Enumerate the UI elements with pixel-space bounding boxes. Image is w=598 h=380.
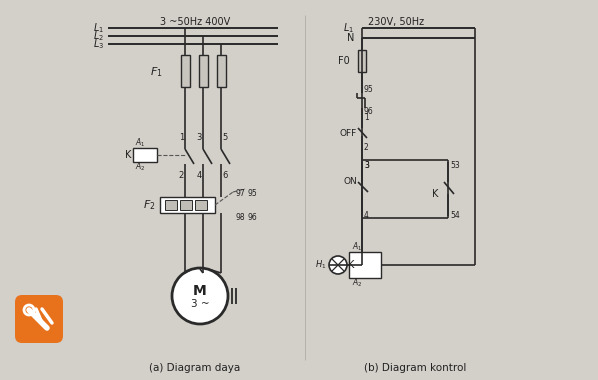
Text: M: M bbox=[193, 284, 207, 298]
Circle shape bbox=[24, 305, 34, 315]
Text: K: K bbox=[348, 260, 355, 270]
Text: 3: 3 bbox=[197, 133, 202, 142]
Bar bbox=[195, 200, 207, 210]
Text: $F_2$: $F_2$ bbox=[144, 198, 156, 212]
Text: $F_1$: $F_1$ bbox=[150, 65, 163, 79]
Bar bbox=[165, 200, 177, 210]
Text: 3: 3 bbox=[364, 160, 369, 169]
Text: 1: 1 bbox=[179, 133, 184, 142]
Text: 230V, 50Hz: 230V, 50Hz bbox=[368, 17, 424, 27]
Text: $H_1$: $H_1$ bbox=[315, 259, 326, 271]
Bar bbox=[199, 55, 208, 87]
Bar bbox=[133, 148, 157, 162]
Text: $L_3$: $L_3$ bbox=[93, 37, 104, 51]
Text: $L_1$: $L_1$ bbox=[93, 21, 104, 35]
Text: 6: 6 bbox=[222, 171, 227, 179]
Text: $A_2$: $A_2$ bbox=[352, 277, 362, 289]
FancyBboxPatch shape bbox=[15, 295, 63, 343]
Text: (a) Diagram daya: (a) Diagram daya bbox=[150, 363, 240, 373]
Text: 95: 95 bbox=[247, 188, 257, 198]
Bar bbox=[217, 55, 226, 87]
Text: 1: 1 bbox=[364, 112, 369, 122]
Text: (b) Diagram kontrol: (b) Diagram kontrol bbox=[364, 363, 466, 373]
Text: 3 ~50Hz 400V: 3 ~50Hz 400V bbox=[160, 17, 230, 27]
Text: 54: 54 bbox=[450, 211, 460, 220]
Circle shape bbox=[172, 268, 228, 324]
Text: ON: ON bbox=[343, 176, 357, 185]
Bar bbox=[180, 200, 192, 210]
Bar bbox=[358, 50, 366, 72]
Text: $A_2$: $A_2$ bbox=[135, 161, 145, 173]
Text: OFF: OFF bbox=[340, 128, 357, 138]
Text: K: K bbox=[124, 150, 131, 160]
Text: 98: 98 bbox=[235, 212, 245, 222]
Text: $A_1$: $A_1$ bbox=[352, 241, 362, 253]
Text: K: K bbox=[432, 189, 438, 199]
Text: 3 ~: 3 ~ bbox=[191, 299, 209, 309]
Text: 3: 3 bbox=[364, 160, 369, 169]
Bar bbox=[160, 197, 215, 213]
Text: 4: 4 bbox=[364, 211, 369, 220]
Text: N: N bbox=[347, 33, 354, 43]
Text: 96: 96 bbox=[247, 212, 257, 222]
Text: 95: 95 bbox=[364, 86, 374, 95]
Text: 53: 53 bbox=[450, 160, 460, 169]
Text: 97: 97 bbox=[235, 188, 245, 198]
Circle shape bbox=[329, 256, 347, 274]
Text: 96: 96 bbox=[364, 106, 374, 116]
Text: $L_1$: $L_1$ bbox=[343, 21, 354, 35]
Text: $L_2$: $L_2$ bbox=[93, 29, 104, 43]
Text: 2: 2 bbox=[179, 171, 184, 179]
Text: F0: F0 bbox=[338, 56, 350, 66]
Bar bbox=[349, 252, 381, 278]
Text: 5: 5 bbox=[222, 133, 227, 142]
Text: 2: 2 bbox=[364, 142, 369, 152]
Text: 4: 4 bbox=[197, 171, 202, 179]
Bar bbox=[181, 55, 190, 87]
Text: $A_1$: $A_1$ bbox=[135, 137, 145, 149]
